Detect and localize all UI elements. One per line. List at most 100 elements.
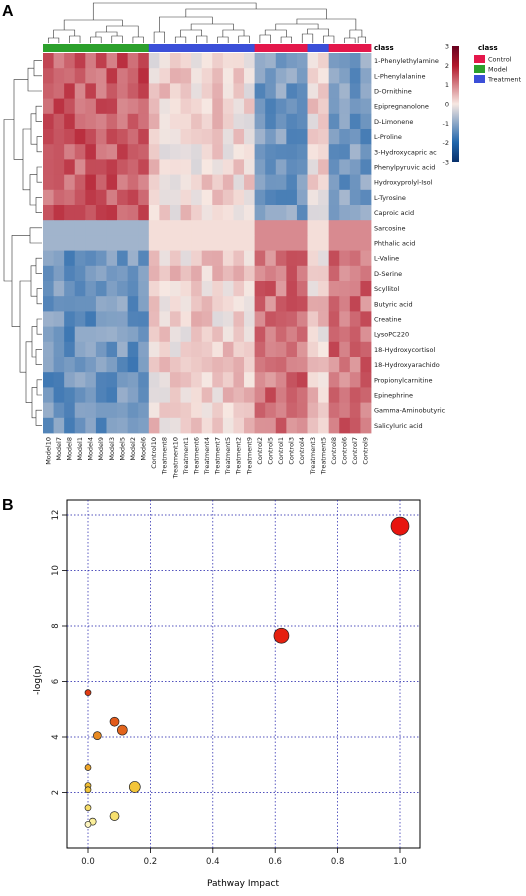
heatmap-cell [43,144,54,160]
heatmap-cell [106,265,118,282]
heatmap-cell [265,174,277,191]
heatmap-cell [307,98,319,115]
heatmap-cell [85,220,97,236]
heatmap-cell [117,83,129,99]
colorbar-tick-label: 2 [445,62,449,70]
heatmap-cell [339,402,351,419]
heatmap-cell [43,296,54,312]
heatmap-cell [349,372,361,388]
y-tick-label: 2 [51,790,61,795]
heatmap-cell [222,220,234,236]
heatmap-cell [254,98,266,115]
heatmap-cell [64,83,76,99]
heatmap-cell [43,357,54,373]
heatmap-cell [265,417,277,434]
heatmap-cell [180,402,192,419]
heatmap-cell [53,281,65,297]
heatmap-cell [95,174,107,191]
dendrogram-branch [36,318,42,335]
heatmap-cell [64,205,76,221]
heatmap-cell [64,98,76,115]
row-label: Creatine [374,316,402,324]
heatmap-cell [95,326,107,343]
heatmap-cell [43,326,54,343]
heatmap-cell [339,83,351,99]
heatmap-cell [360,402,372,419]
heatmap-cell [138,205,150,221]
heatmap-cell [138,113,150,130]
heatmap-cell [328,68,340,84]
heatmap-cell [275,311,287,327]
column-label: Model6 [140,437,148,461]
heatmap-cell [307,68,319,84]
heatmap-cell [180,159,192,175]
heatmap-cell [307,341,319,358]
class-bar-cell [43,44,54,52]
heatmap-cell [212,311,224,327]
heatmap-cell [349,296,361,312]
heatmap-cell [233,250,245,267]
heatmap-cell [138,83,150,99]
heatmap-cell [286,402,298,419]
heatmap-cell [212,265,224,282]
heatmap-cell [95,205,107,221]
heatmap-cell [106,402,118,419]
heatmap-cell [286,250,298,267]
class-bar-cell [117,44,129,52]
heatmap-cell [43,341,54,358]
heatmap-cell [328,220,340,236]
heatmap-cell [64,250,76,267]
heatmap-cell [296,296,308,312]
column-label: Treatment8 [161,437,169,475]
heatmap-cell [43,53,54,69]
class-bar-cell [275,44,287,52]
heatmap-cell [138,189,150,206]
row-label: L-Valine [374,255,399,263]
heatmap-cell [349,205,361,221]
heatmap-cell [328,265,340,282]
heatmap-cell [138,53,150,69]
heatmap-cell [349,417,361,434]
heatmap-cell [74,83,86,99]
heatmap-cell [233,98,245,115]
heatmap-cell [159,372,171,388]
heatmap-cell [328,159,340,175]
heatmap-cell [117,265,129,282]
column-label: Control8 [330,437,338,465]
class-bar-cell [106,44,118,52]
heatmap-cell [233,341,245,358]
heatmap-cell [201,159,213,175]
heatmap-cell [318,387,330,403]
heatmap-cell [148,417,160,434]
heatmap-cell [85,113,97,130]
heatmap-cell [64,372,76,388]
heatmap-cell [328,235,340,251]
heatmap-cell [233,372,245,388]
heatmap-cell [148,235,160,251]
heatmap-cell [169,296,181,312]
heatmap-cell [339,250,351,267]
heatmap-cell [265,53,277,69]
heatmap-cell [106,417,118,434]
heatmap-cell [191,281,203,297]
heatmap-cell [328,281,340,297]
heatmap-cell [318,174,330,191]
heatmap-cell [53,53,65,69]
heatmap-cell [74,235,86,251]
heatmap-cell [159,265,171,282]
heatmap-cell [43,372,54,388]
heatmap-cell [138,417,150,434]
heatmap-cell [244,311,256,327]
heatmap-cell [349,250,361,267]
heatmap-cell [191,68,203,84]
heatmap-cell [222,159,234,175]
heatmap-cell [180,53,192,69]
heatmap-cell [349,402,361,419]
heatmap-cell [233,189,245,206]
dendrogram-branch [47,37,60,43]
class-bar-cell [148,44,160,52]
heatmap-cell [159,159,171,175]
heatmap-cell [64,144,76,160]
pathway-scatter-plot: 0.0 0.2 0.4 0.6 0.8 1.0 2 4 6 8 10 12 [51,499,421,867]
colorbar-tick-label: 0 [445,101,449,109]
